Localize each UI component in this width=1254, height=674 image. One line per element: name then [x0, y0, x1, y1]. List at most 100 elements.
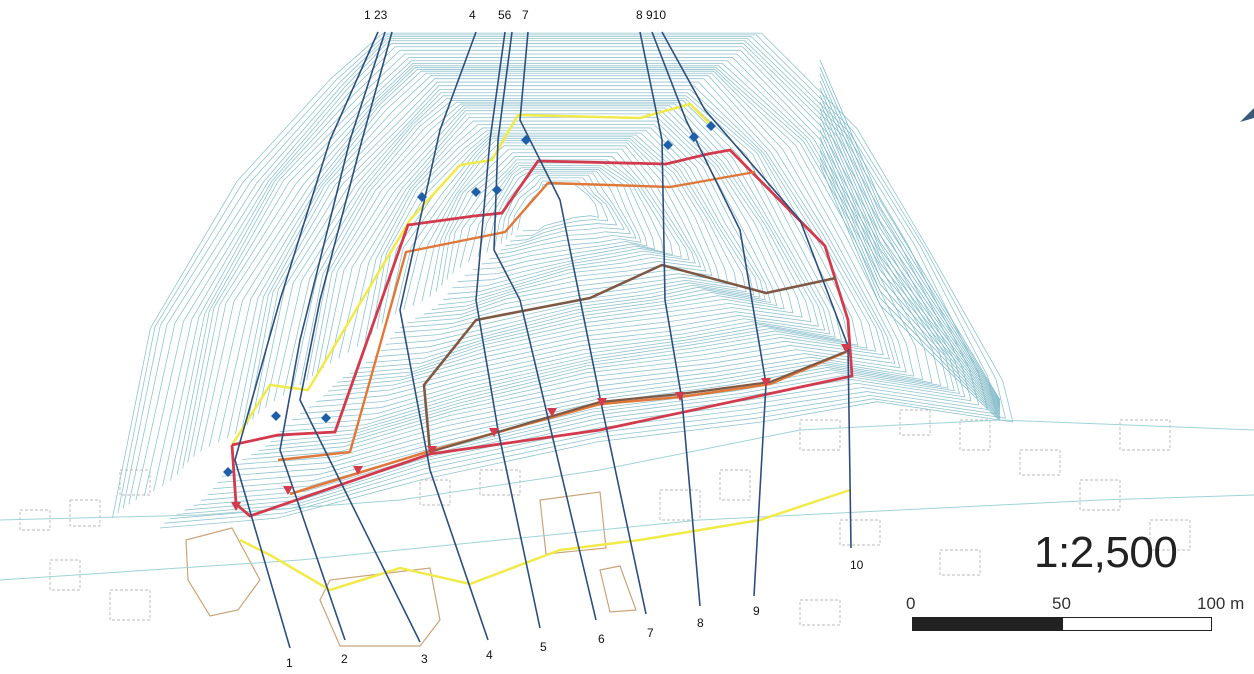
- red-triangle-marker: [283, 486, 293, 495]
- lot-outline: [719, 469, 751, 501]
- lot-outline: [839, 519, 881, 546]
- bottom-label-2: 2: [341, 652, 348, 666]
- contour-line: [819, 87, 1001, 406]
- contour-line: [452, 162, 664, 276]
- contour-line: [412, 142, 707, 311]
- lot-outline: [799, 419, 841, 451]
- contour-line: [446, 159, 673, 282]
- contour-line: [371, 130, 755, 339]
- scale-bar: [912, 617, 1212, 631]
- contour-line: [819, 157, 1001, 420]
- red-triangle-marker: [547, 408, 557, 417]
- contour-line: [468, 167, 648, 265]
- contour-line: [819, 115, 1001, 412]
- contour-line: [819, 150, 1001, 419]
- profile-line-4: [399, 31, 489, 641]
- contour-line: [819, 59, 1001, 401]
- scale-bar-dark-segment: [913, 618, 1063, 630]
- contour-line: [356, 124, 766, 352]
- lot-outline: [69, 499, 101, 527]
- profile-lines: [234, 31, 852, 649]
- contour-line: [316, 107, 803, 379]
- contour-line: [273, 95, 842, 408]
- orange-boundary: [277, 170, 756, 462]
- contour-line: [819, 66, 1001, 402]
- contour-line: [227, 72, 896, 447]
- contour-line: [819, 136, 1001, 416]
- red-triangle-marker: [231, 502, 241, 511]
- contour-line: [143, 43, 972, 506]
- yellow-boundary: [230, 102, 713, 446]
- brown-boundary: [422, 263, 837, 453]
- contour-line: [494, 172, 632, 251]
- bottom-label-3: 3: [421, 652, 428, 666]
- blue-diamond-marker: [663, 140, 673, 150]
- contour-line: [435, 152, 690, 295]
- contour-line: [299, 101, 826, 392]
- building-footprint: [319, 567, 441, 647]
- top-label-1-2-3: 1 23: [364, 8, 388, 22]
- contour-line: [387, 136, 729, 324]
- blue-diamond-marker: [706, 121, 716, 131]
- blue-diamond-marker: [689, 132, 699, 142]
- lot-outline: [1079, 479, 1121, 511]
- contour-line: [421, 145, 702, 306]
- lot-outline: [1119, 419, 1171, 451]
- profile-line-9: [651, 31, 767, 597]
- contour-line: [176, 57, 949, 483]
- lot-outline: [109, 589, 151, 621]
- lot-outline: [19, 509, 51, 531]
- road-line: [0, 419, 1254, 521]
- profile-line-6: [493, 31, 597, 621]
- bottom-label-9: 9: [753, 604, 760, 618]
- contour-line: [347, 120, 772, 358]
- blue-diamond-marker: [223, 467, 233, 477]
- blue-diamond-marker: [492, 185, 502, 195]
- contour-line: [112, 32, 1014, 529]
- contour-line: [819, 73, 1001, 404]
- contour-line: [441, 156, 682, 289]
- contour-lines: [112, 32, 1014, 529]
- orange-boundary-lower: [289, 350, 847, 496]
- contour-line: [486, 170, 637, 255]
- profile-line-1: [234, 31, 379, 649]
- contour-line: [258, 88, 859, 421]
- blue-diamond-marker: [471, 187, 481, 197]
- lot-outline: [939, 549, 981, 576]
- blue-diamond-marker: [321, 413, 331, 423]
- building-footprint: [599, 565, 637, 613]
- contour-line: [511, 180, 609, 237]
- profile-line-7: [519, 31, 647, 615]
- profile-line-8: [639, 31, 701, 607]
- lot-outline: [959, 419, 991, 451]
- contour-line: [241, 78, 884, 438]
- top-label-7: 7: [522, 8, 529, 22]
- top-label-8-9-10: 8 910: [636, 8, 667, 22]
- contour-line: [322, 110, 794, 374]
- bottom-label-8: 8: [697, 616, 704, 630]
- contour-line: [500, 174, 625, 247]
- contour-line: [517, 184, 599, 232]
- scale-tick-0: 0: [906, 594, 916, 613]
- building-footprints: [0, 409, 1254, 647]
- contour-line: [218, 70, 901, 451]
- lot-outline: [1149, 519, 1191, 551]
- contour-line: [117, 34, 1006, 524]
- contour-line: [819, 101, 1001, 409]
- contour-line: [247, 81, 877, 433]
- contour-line: [338, 116, 778, 364]
- contour-line: [311, 105, 812, 383]
- lot-outline: [899, 409, 931, 436]
- lot-outline: [119, 469, 151, 496]
- bottom-label-6: 6: [598, 632, 605, 646]
- top-label-5-6: 56: [498, 8, 512, 22]
- contour-line: [235, 75, 891, 443]
- yellow-boundary-lower: [239, 488, 851, 592]
- lot-outline: [659, 489, 701, 521]
- blue-diamond-marker: [417, 192, 427, 202]
- bottom-label-5: 5: [540, 640, 547, 654]
- building-footprint: [185, 527, 261, 617]
- contour-line: [819, 108, 1001, 411]
- profile-line-2: [279, 31, 386, 641]
